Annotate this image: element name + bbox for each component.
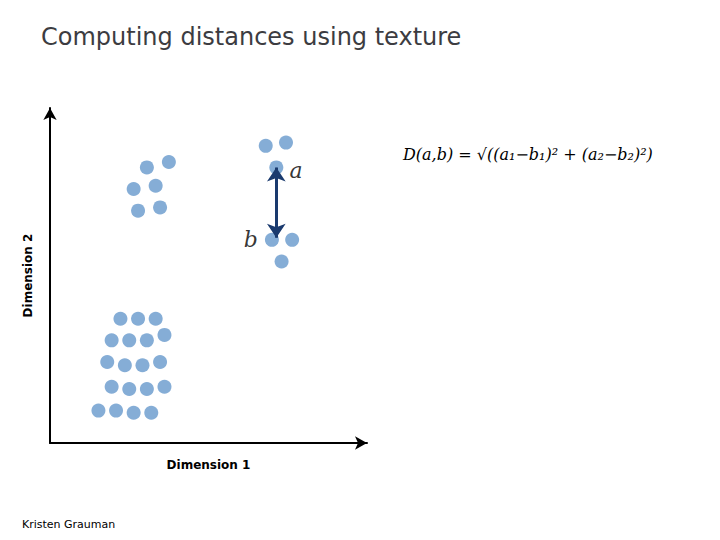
svg-text:D(a,b) = √((a₁−b₁)² + (a₂−b₂)²: D(a,b) = √((a₁−b₁)² + (a₂−b₂)²) xyxy=(402,145,653,164)
svg-text:b: b xyxy=(244,227,258,252)
svg-text:a: a xyxy=(290,158,303,183)
svg-text:Dimension 2: Dimension 2 xyxy=(21,234,35,318)
svg-text:Dimension 1: Dimension 1 xyxy=(167,458,251,472)
svg-text:Computing distances using text: Computing distances using texture xyxy=(41,23,461,51)
svg-text:Kristen Grauman: Kristen Grauman xyxy=(22,518,115,531)
